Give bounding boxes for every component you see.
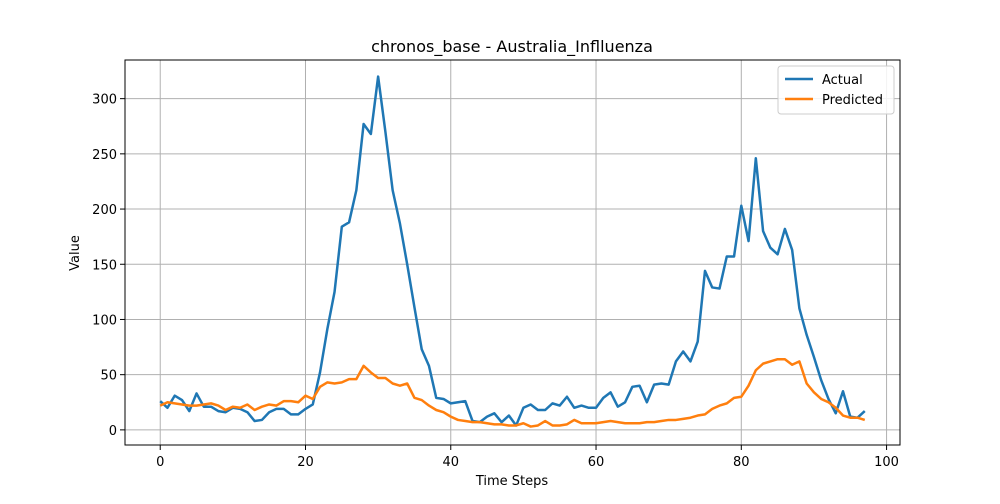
x-tick-label: 60 bbox=[588, 455, 605, 470]
chart-title: chronos_base - Australia_Inflluenza bbox=[371, 37, 653, 57]
plot-frame bbox=[124, 59, 901, 446]
x-tick-label: 40 bbox=[442, 455, 459, 470]
legend-label-predicted: Predicted bbox=[822, 93, 883, 108]
x-axis-label: Time Steps bbox=[475, 474, 549, 489]
x-tick-label: 20 bbox=[297, 455, 314, 470]
y-tick-label: 300 bbox=[92, 93, 117, 108]
series-line-predicted bbox=[159, 357, 866, 428]
x-tick-label: 80 bbox=[733, 455, 750, 470]
y-tick-label: 50 bbox=[100, 369, 117, 384]
legend-label-actual: Actual bbox=[822, 73, 863, 88]
y-tick-label: 100 bbox=[92, 313, 117, 328]
x-tick-label: 100 bbox=[874, 455, 899, 470]
series-line-actual bbox=[159, 75, 866, 427]
legend: Actual Predicted bbox=[777, 65, 895, 115]
grid-lines bbox=[125, 60, 900, 445]
y-tick-label: 0 bbox=[109, 424, 117, 439]
y-tick-label: 250 bbox=[92, 148, 117, 163]
y-tick-label: 200 bbox=[92, 203, 117, 218]
axis-ticks: 0 20 40 60 80 100 0 50 100 150 200 250 300 bbox=[92, 93, 899, 470]
y-tick-label: 150 bbox=[92, 258, 117, 273]
x-tick-label: 0 bbox=[156, 455, 164, 470]
y-axis-label: Value bbox=[68, 235, 83, 271]
series-lines bbox=[159, 75, 866, 428]
